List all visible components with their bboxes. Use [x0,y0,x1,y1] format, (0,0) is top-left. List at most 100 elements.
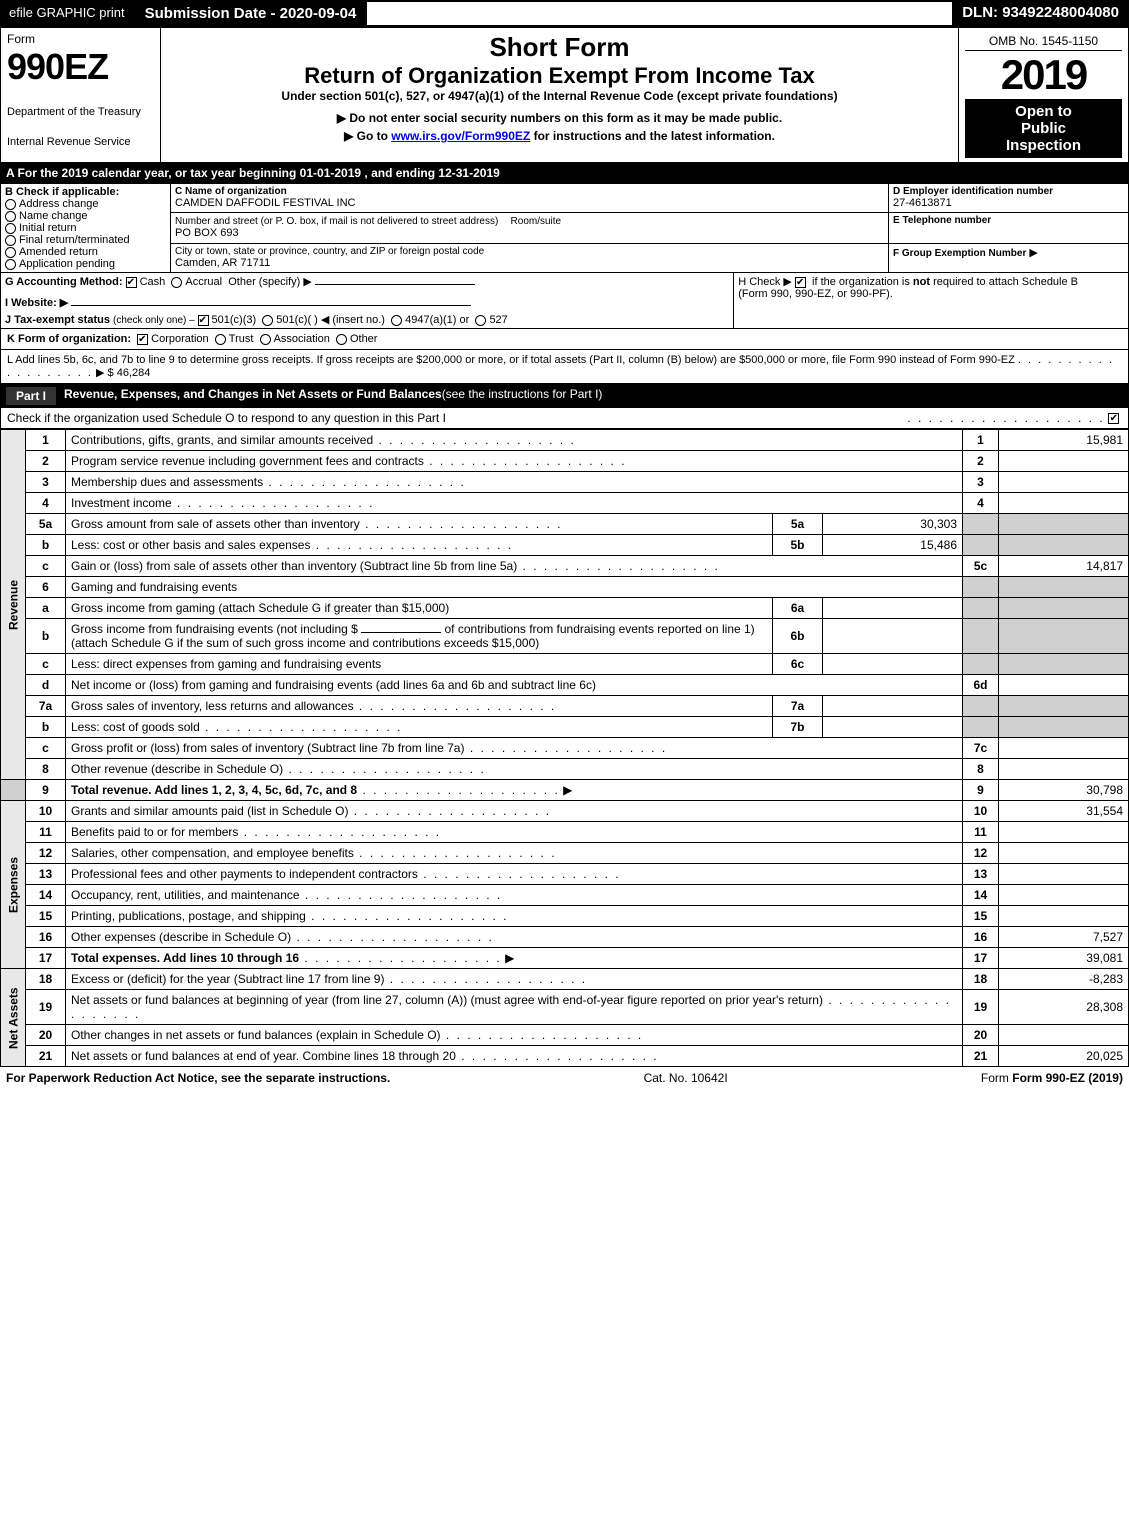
l19-box: 19 [963,990,999,1025]
check-4947[interactable] [391,315,402,326]
l9-num: 9 [26,780,66,801]
goto-link[interactable]: www.irs.gov/Form990EZ [391,129,530,143]
l18-amount: -8,283 [999,969,1129,990]
page-footer: For Paperwork Reduction Act Notice, see … [0,1067,1129,1089]
topbar-spacer [367,0,952,27]
l20-box: 20 [963,1025,999,1046]
l3-amount [999,472,1129,493]
under-section: Under section 501(c), 527, or 4947(a)(1)… [167,89,952,103]
gh-table: G Accounting Method: Cash Accrual Other … [0,273,1129,329]
footer-form: Form Form 990-EZ (2019) [981,1071,1123,1085]
l19-amount: 28,308 [999,990,1129,1025]
l19-num: 19 [26,990,66,1025]
part-1-table: Revenue 1 Contributions, gifts, grants, … [0,429,1129,1067]
box-c-street: Number and street (or P. O. box, if mail… [171,213,889,243]
check-amended-return[interactable]: Amended return [5,246,166,258]
goto-pre: Go to [357,129,392,143]
check-initial-return[interactable]: Initial return [5,222,166,234]
org-name: CAMDEN DAFFODIL FESTIVAL INC [175,197,884,209]
l6d-text: Net income or (loss) from gaming and fun… [66,675,963,696]
l19-text: Net assets or fund balances at beginning… [66,990,963,1025]
l4-text: Investment income [66,493,963,514]
check-address-change[interactable]: Address change [5,198,166,210]
l18-num: 18 [26,969,66,990]
l5a-box-shade [963,514,999,535]
l5a-amt-shade [999,514,1129,535]
side-net-assets: Net Assets [1,969,26,1067]
part-1-header: Part I Revenue, Expenses, and Changes in… [0,384,1129,408]
l15-amount [999,906,1129,927]
l3-text: Membership dues and assessments [66,472,963,493]
open-to-public: Open to Public Inspection [965,99,1122,158]
footer-pra: For Paperwork Reduction Act Notice, see … [6,1071,390,1085]
box-f-label: F Group Exemption Number [893,248,1026,259]
check-501c[interactable] [262,315,273,326]
l5a-text: Gross amount from sale of assets other t… [66,514,773,535]
other-specify-input[interactable] [315,284,475,285]
website-input[interactable] [71,305,471,306]
l17-box: 17 [963,948,999,969]
check-schedule-o[interactable] [1108,413,1119,424]
l7a-amt-shade [999,696,1129,717]
l7a-box-shade [963,696,999,717]
l15-num: 15 [26,906,66,927]
check-corporation[interactable] [137,334,148,345]
check-name-change[interactable]: Name change [5,210,166,222]
l13-text: Professional fees and other payments to … [66,864,963,885]
dept-irs: Internal Revenue Service [7,136,154,148]
form-word: Form [7,32,154,46]
do-not-enter-note: Do not enter social security numbers on … [167,111,952,125]
check-trust[interactable] [215,334,226,345]
check-527[interactable] [475,315,486,326]
omb-number: OMB No. 1545-1150 [965,32,1122,51]
l6a-text: Gross income from gaming (attach Schedul… [66,598,773,619]
l14-amount [999,885,1129,906]
period-mid: , and ending [364,166,438,180]
check-association[interactable] [260,334,271,345]
l17-text: Total expenses. Add lines 10 through 16 [66,948,963,969]
efile-button[interactable]: efile GRAPHIC print [0,0,134,27]
l6a-iamt [823,598,963,619]
street-label: Number and street (or P. O. box, if mail… [175,216,498,227]
l14-box: 14 [963,885,999,906]
footer-cat: Cat. No. 10642I [644,1071,728,1085]
line-h-form: (Form 990, 990-EZ, or 990-PF). [738,288,893,300]
l6-amt-shade [999,577,1129,598]
check-501c3[interactable] [198,315,209,326]
dln: DLN: 93492248004080 [952,0,1129,27]
l12-amount [999,843,1129,864]
form-id-cell: Form 990EZ Department of the Treasury In… [1,28,161,163]
l5a-num: 5a [26,514,66,535]
l2-num: 2 [26,451,66,472]
l6b-num: b [26,619,66,654]
l1-text: Contributions, gifts, grants, and simila… [66,430,963,451]
side-expenses: Expenses [1,801,26,969]
check-final-return[interactable]: Final return/terminated [5,234,166,246]
l16-num: 16 [26,927,66,948]
l6a-ibox: 6a [773,598,823,619]
l11-num: 11 [26,822,66,843]
check-h[interactable] [795,277,806,288]
l6b-blank[interactable] [361,632,441,633]
l5b-num: b [26,535,66,556]
l17-num: 17 [26,948,66,969]
tax-year: 2019 [965,51,1122,99]
l20-text: Other changes in net assets or fund bala… [66,1025,963,1046]
l1-amount: 15,981 [999,430,1129,451]
check-cash[interactable] [126,277,137,288]
l7b-ibox: 7b [773,717,823,738]
goto-post: for instructions and the latest informat… [530,129,775,143]
line-g: G Accounting Method: Cash Accrual Other … [1,273,734,329]
l6c-amt-shade [999,654,1129,675]
l13-box: 13 [963,864,999,885]
box-d: D Employer identification number 27-4613… [889,184,1129,213]
efile-label: efile GRAPHIC print [9,5,125,20]
l6-box-shade [963,577,999,598]
l5b-ibox: 5b [773,535,823,556]
check-application-pending[interactable]: Application pending [5,258,166,270]
check-accrual[interactable] [171,277,182,288]
l7c-num: c [26,738,66,759]
check-other-org[interactable] [336,334,347,345]
l10-box: 10 [963,801,999,822]
l6d-box: 6d [963,675,999,696]
